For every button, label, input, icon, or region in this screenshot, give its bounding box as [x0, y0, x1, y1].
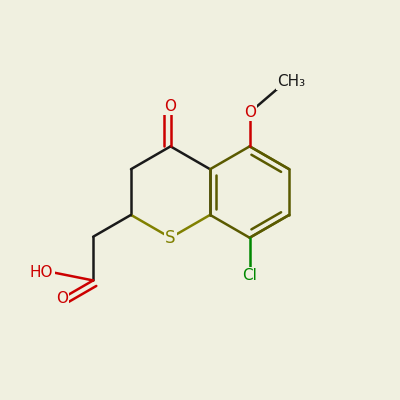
Text: O: O [164, 99, 176, 114]
Text: O: O [56, 291, 68, 306]
Text: HO: HO [30, 265, 54, 280]
Text: CH₃: CH₃ [278, 74, 306, 89]
Text: O: O [244, 105, 256, 120]
Text: S: S [165, 229, 176, 247]
Text: Cl: Cl [242, 268, 257, 283]
